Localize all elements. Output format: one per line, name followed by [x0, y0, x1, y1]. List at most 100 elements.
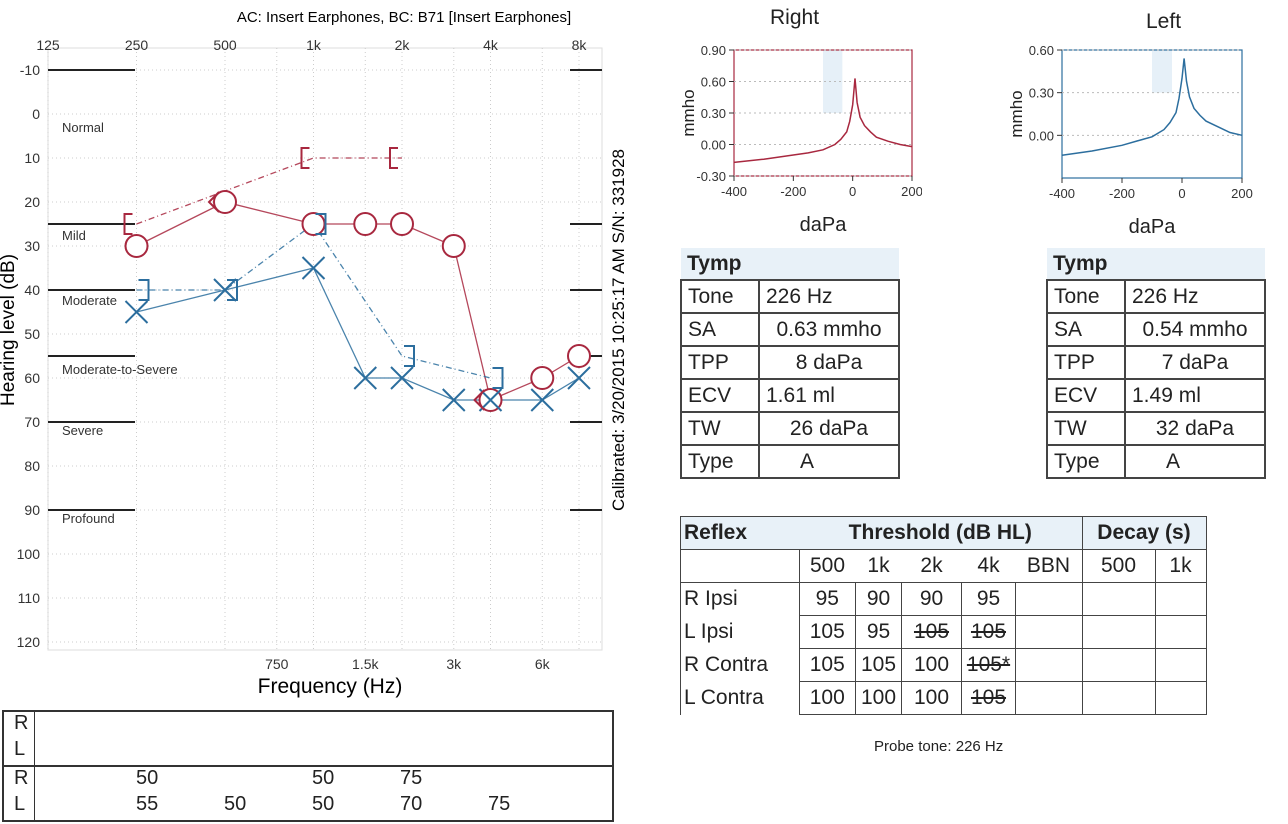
y-tick-label: 100: [17, 546, 41, 562]
y-tick-label: 110: [18, 590, 41, 606]
tymp-label: SA: [680, 312, 760, 347]
normal-region: [823, 50, 843, 113]
x-tick-label: -400: [721, 184, 747, 199]
y-tick-label: 0: [32, 106, 40, 122]
right-bone-point: [389, 147, 398, 169]
reflex-threshold-cell: 100: [798, 681, 856, 715]
left-air-point: [530, 388, 554, 412]
tymp-label: ECV: [680, 378, 760, 413]
x-tick-label: 4k: [483, 37, 499, 53]
right-bone-line: [136, 157, 402, 225]
x-tick-label: 1k: [306, 37, 322, 53]
audiogram-grid: [47, 47, 603, 651]
value-cell: 70: [400, 793, 423, 815]
reflex-row-label: L Contra: [680, 681, 800, 715]
reflex-row: R Contra 105 105 100 105*: [680, 648, 1207, 682]
y-tick-label: 50: [24, 326, 40, 342]
reflex-threshold-cell: 100: [855, 681, 902, 715]
tymp-label: TW: [680, 411, 760, 446]
reflex-decay-cell: [1154, 648, 1207, 682]
reflex-row-label: R Ipsi: [680, 582, 800, 616]
tymp-value: 26 daPa: [758, 411, 900, 446]
value-cell: 75: [488, 793, 511, 815]
tymp-value: 0.54 mmho: [1124, 312, 1266, 347]
calibration-text: Calibrated: 3/20/2015 10:25:17 AM S/N: 3…: [609, 149, 628, 511]
x-tick-label: 750: [265, 656, 289, 672]
x-tick-label: 0: [1178, 186, 1185, 201]
reflex-threshold-cell: 90: [855, 582, 902, 616]
audiogram-header: AC: Insert Earphones, BC: B71 [Insert Ea…: [237, 9, 571, 26]
tymp-table-right: Tymp Tone 226 Hz SA 0.63 mmho TPP 8 daPa EC…: [680, 248, 900, 479]
masking-table: R L R L 50 50 75 55 50 50 70 75: [2, 710, 614, 822]
tymp-left-title: Left: [1146, 10, 1182, 33]
x-tick-label: -400: [1049, 186, 1075, 201]
ear-label: L: [14, 738, 26, 760]
right-air-point: [390, 212, 414, 236]
value-cell: 50: [224, 793, 247, 815]
left-air-point: [567, 366, 591, 390]
category-label: Mild: [62, 228, 86, 243]
y-tick-label: 30: [24, 238, 40, 254]
left-air-point: [442, 388, 466, 412]
tymp-label: TPP: [1046, 345, 1126, 380]
reflex-threshold-cell: 105: [961, 615, 1016, 649]
reflex-decay-cell: [1154, 582, 1207, 616]
reflex-threshold-cell: 105: [855, 648, 902, 682]
ear-label: L: [14, 793, 26, 815]
x-axis-label: daPa: [800, 214, 848, 236]
reflex-threshold-cell: 90: [901, 582, 962, 616]
left-air-point: [124, 300, 149, 324]
reflex-decay-cell: [1081, 582, 1156, 616]
left-bone-point: [138, 279, 150, 301]
freq-header: 1k: [1155, 549, 1207, 583]
reflex-decay-cell: [1154, 681, 1207, 715]
tymp-value: A: [758, 444, 900, 479]
tymp-label: TPP: [680, 345, 760, 380]
value-cell: 55: [136, 793, 159, 815]
reflex-table: Reflex Threshold (dB HL) Decay (s) 500 1…: [680, 516, 1207, 715]
plot-border: [47, 47, 603, 651]
reflex-threshold-cell: 95: [855, 615, 902, 649]
tymp-table-title: Tymp: [681, 248, 899, 280]
y-tick-label: 0.30: [1029, 86, 1054, 101]
reflex-decay-cell: [1081, 681, 1156, 715]
y-tick-label: -0.30: [696, 169, 726, 184]
tymp-table-title: Tymp: [1047, 248, 1265, 280]
reflex-row-label: R Contra: [680, 648, 800, 682]
tymp-value: 32 daPa: [1124, 411, 1266, 446]
right-masked-bone-point: [473, 389, 486, 411]
ear-label: R: [14, 712, 29, 734]
left-air-point: [353, 366, 377, 390]
x-tick-label: 200: [1231, 186, 1253, 201]
y-tick-label: 0.30: [701, 106, 726, 121]
audiogram-plot: [123, 147, 591, 412]
x-tick-label: 3k: [446, 656, 462, 672]
value-cell: 75: [400, 767, 423, 789]
freq-header: 500: [809, 554, 846, 577]
ear-label: R: [14, 767, 29, 789]
x-tick-label: 125: [36, 37, 60, 53]
reflex-threshold-cell: 95: [798, 582, 856, 616]
tymp-curve: [1061, 58, 1243, 156]
x-tick-label: 500: [213, 37, 237, 53]
value-cell: 50: [312, 793, 335, 815]
reflex-threshold-cell: 105: [798, 648, 856, 682]
threshold-header: Threshold (dB HL): [799, 516, 1083, 550]
x-axis-label: daPa: [1129, 216, 1177, 238]
probe-tone-note: Probe tone: 226 Hz: [874, 738, 1004, 755]
y-tick-label: 40: [24, 282, 40, 298]
tymp-value: 1.49 ml: [1124, 378, 1266, 413]
tymp-value: 226 Hz: [1125, 279, 1266, 314]
value-cell: 50: [312, 767, 335, 789]
y-tick-label: 0.00: [701, 138, 726, 153]
reflex-row: L Contra 100 100 100 105: [680, 681, 1207, 715]
y-tick-label: 120: [17, 634, 41, 650]
reflex-decay-cell: [1154, 615, 1207, 649]
tymp-label: SA: [1046, 312, 1126, 347]
left-air-point: [301, 256, 326, 280]
right-air-point: [353, 212, 378, 236]
reflex-decay-cell: [1081, 648, 1156, 682]
freq-header: 1k: [867, 554, 890, 577]
x-tick-label: 2k: [395, 37, 411, 53]
x-tick-label: 0: [849, 184, 856, 199]
